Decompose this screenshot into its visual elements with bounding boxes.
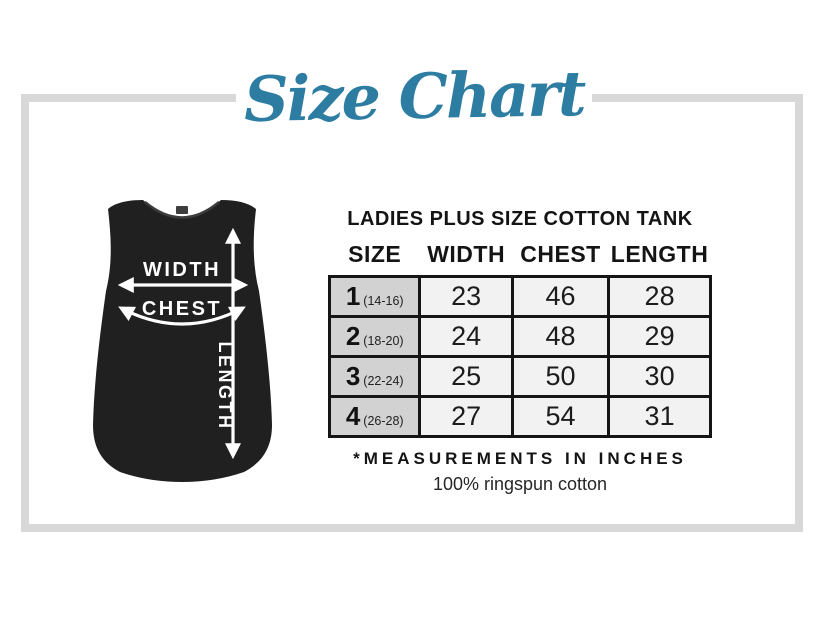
product-heading: LADIES PLUS SIZE COTTON TANK [347, 208, 693, 230]
size-number: 3 [345, 361, 361, 391]
tank-top-svg: WIDTH CHEST LENGTH [93, 200, 272, 482]
neck-tag [176, 206, 188, 214]
table-row: 3 (22-24) 25 50 30 [327, 355, 712, 398]
size-table: SIZE WIDTH CHEST LENGTH 1 (14-16) 23 46 2… [327, 241, 712, 438]
fabric-note: 100% ringspun cotton [432, 474, 608, 494]
chest-value: 50 [510, 355, 611, 398]
width-value: 25 [418, 355, 514, 398]
width-label: WIDTH [143, 259, 221, 281]
size-cell: 4 (26-28) [327, 395, 422, 438]
column-header-size: SIZE [329, 241, 420, 277]
length-value: 29 [607, 315, 712, 358]
chest-value: 54 [510, 395, 611, 438]
chest-value: 48 [510, 315, 611, 358]
size-range: (22-24) [363, 374, 404, 388]
header-row: SIZE WIDTH CHEST LENGTH [329, 241, 711, 277]
size-number: 2 [345, 321, 361, 351]
column-header-length: LENGTH [608, 241, 711, 277]
table-row: 2 (18-20) 24 48 29 [327, 315, 712, 358]
chest-value: 46 [510, 275, 611, 318]
size-range: (14-16) [363, 294, 404, 308]
length-value: 31 [607, 395, 712, 438]
size-number: 4 [345, 401, 361, 431]
size-cell: 2 (18-20) [327, 315, 422, 358]
width-value: 24 [418, 315, 514, 358]
table-row: 1 (14-16) 23 46 28 [327, 275, 712, 318]
tank-body-shape [93, 200, 272, 482]
size-table-panel: LADIES PLUS SIZE COTTON TANK SIZE WIDTH … [327, 208, 712, 495]
length-value: 28 [607, 275, 712, 318]
column-header-width: WIDTH [419, 241, 513, 277]
table-row: 4 (26-28) 27 54 31 [327, 395, 712, 438]
size-cell: 1 (14-16) [327, 275, 422, 318]
page-title: Size Chart [243, 56, 585, 136]
size-cell: 3 (22-24) [327, 355, 422, 398]
size-range: (26-28) [363, 414, 404, 428]
title-box: Size Chart [236, 40, 592, 152]
chest-label: CHEST [142, 298, 222, 320]
tank-top-illustration: WIDTH CHEST LENGTH [75, 163, 315, 508]
width-value: 27 [418, 395, 514, 438]
size-range: (18-20) [363, 334, 404, 348]
width-value: 23 [418, 275, 514, 318]
measurements-note: *MEASUREMENTS IN INCHES [353, 449, 687, 468]
length-value: 30 [607, 355, 712, 398]
length-label: LENGTH [215, 342, 235, 431]
column-header-chest: CHEST [512, 241, 609, 277]
size-number: 1 [345, 281, 361, 311]
collar-band [144, 201, 220, 219]
